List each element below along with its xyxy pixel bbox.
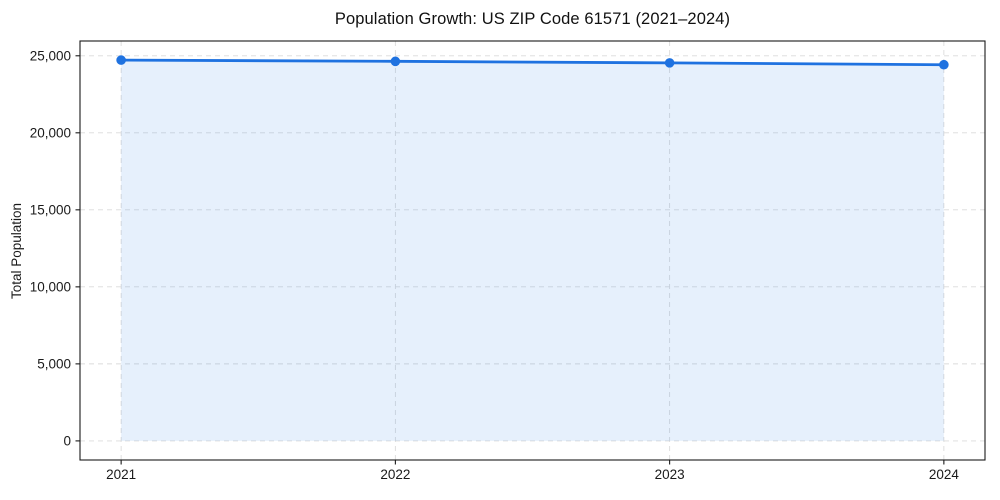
y-tick-label: 15,000 — [30, 202, 71, 217]
y-tick-label: 10,000 — [30, 279, 71, 294]
x-tick-label: 2024 — [929, 467, 960, 482]
y-tick-label: 0 — [63, 433, 71, 448]
y-tick-label: 20,000 — [30, 125, 71, 140]
x-tick-label: 2021 — [106, 467, 136, 482]
data-point-2024 — [939, 59, 949, 70]
x-tick-label: 2023 — [655, 467, 685, 482]
plot-border — [79, 40, 986, 461]
y-tick-label: 25,000 — [30, 48, 71, 63]
chart-title: Population Growth: US ZIP Code 61571 (20… — [334, 10, 731, 28]
x-tick-label: 2022 — [380, 467, 410, 482]
y-tick-label: 5,000 — [37, 356, 71, 371]
data-point-2021 — [116, 55, 126, 65]
population-line — [119, 58, 946, 67]
data-point-2022 — [390, 56, 401, 67]
data-point-2023 — [664, 58, 675, 68]
area-fill — [121, 60, 944, 441]
